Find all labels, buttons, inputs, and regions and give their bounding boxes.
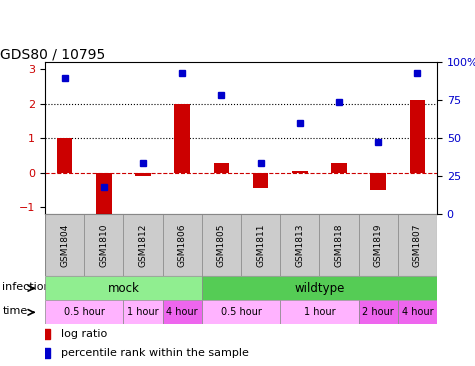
Bar <box>280 214 319 276</box>
Text: 4 hour: 4 hour <box>401 307 433 317</box>
Bar <box>202 300 280 324</box>
Bar <box>135 173 151 176</box>
Text: wildtype: wildtype <box>294 282 344 295</box>
Bar <box>84 214 124 276</box>
Text: GSM1806: GSM1806 <box>178 224 187 267</box>
Text: GSM1805: GSM1805 <box>217 224 226 267</box>
Bar <box>202 276 437 300</box>
Text: GSM1810: GSM1810 <box>99 224 108 267</box>
Text: percentile rank within the sample: percentile rank within the sample <box>61 348 248 358</box>
Text: 2 hour: 2 hour <box>362 307 394 317</box>
Text: GSM1813: GSM1813 <box>295 224 304 267</box>
Bar <box>45 300 124 324</box>
Bar <box>96 173 112 218</box>
Bar <box>45 276 202 300</box>
Text: 4 hour: 4 hour <box>166 307 198 317</box>
Text: 1 hour: 1 hour <box>127 307 159 317</box>
Bar <box>214 163 229 173</box>
Bar <box>124 300 162 324</box>
Text: 1 hour: 1 hour <box>304 307 335 317</box>
Bar <box>359 214 398 276</box>
Text: GSM1811: GSM1811 <box>256 224 265 267</box>
Bar <box>162 214 202 276</box>
Bar <box>409 100 425 173</box>
Bar <box>319 214 359 276</box>
Bar <box>174 104 190 173</box>
Text: GSM1812: GSM1812 <box>139 224 148 267</box>
Text: log ratio: log ratio <box>61 329 107 339</box>
Bar <box>359 300 398 324</box>
Text: mock: mock <box>107 282 139 295</box>
Text: GDS80 / 10795: GDS80 / 10795 <box>0 47 105 61</box>
Text: infection: infection <box>2 282 51 292</box>
Bar <box>398 214 437 276</box>
Text: GSM1804: GSM1804 <box>60 224 69 267</box>
Bar <box>124 214 162 276</box>
Text: GSM1807: GSM1807 <box>413 224 422 267</box>
Text: 0.5 hour: 0.5 hour <box>64 307 104 317</box>
Text: GSM1819: GSM1819 <box>374 224 383 267</box>
Text: 0.5 hour: 0.5 hour <box>220 307 261 317</box>
Bar <box>45 214 84 276</box>
Bar <box>280 300 359 324</box>
Bar <box>241 214 280 276</box>
Bar <box>331 163 347 173</box>
Text: time: time <box>2 306 28 316</box>
Bar <box>202 214 241 276</box>
Bar <box>162 300 202 324</box>
Bar <box>292 171 308 173</box>
Text: GSM1818: GSM1818 <box>334 224 343 267</box>
Bar <box>398 300 437 324</box>
Bar <box>370 173 386 190</box>
Bar <box>57 138 73 173</box>
Bar <box>253 173 268 188</box>
